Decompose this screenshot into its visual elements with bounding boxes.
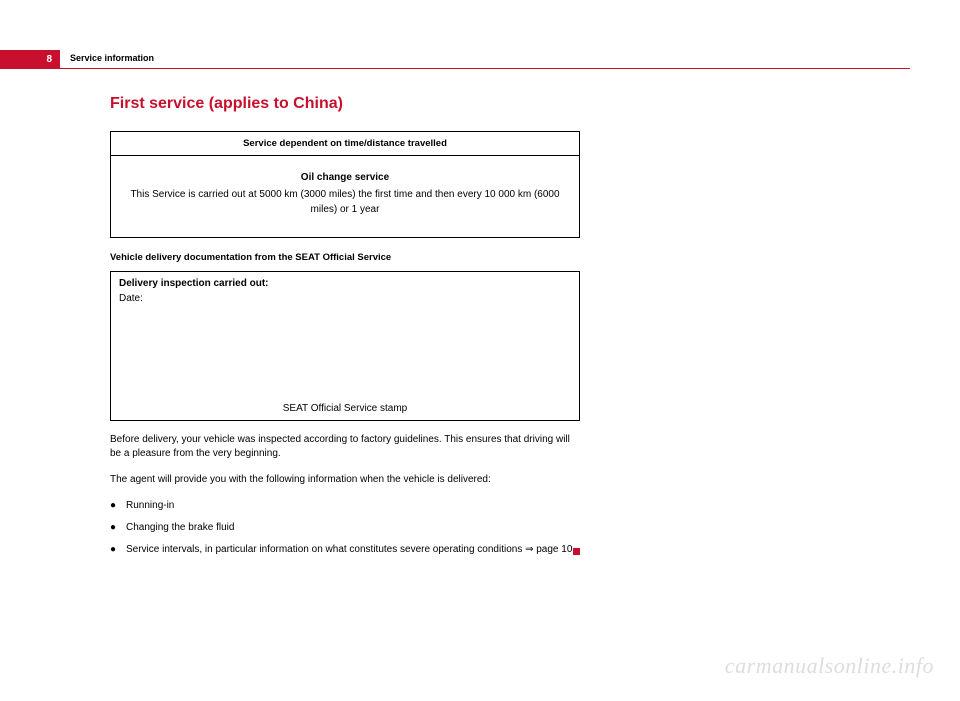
delivery-subhead: Vehicle delivery documentation from the … (110, 252, 580, 263)
page-number: 8 (46, 54, 52, 65)
list-item: ● Running-in (110, 499, 580, 513)
service-row-title: Oil change service (121, 170, 569, 185)
delivery-date-label: Date: (119, 293, 571, 304)
page-heading: First service (applies to China) (110, 95, 580, 113)
bullet-icon: ● (110, 499, 126, 513)
service-table-body: Oil change service This Service is carri… (111, 156, 579, 237)
end-mark-icon (573, 548, 580, 555)
delivery-box-title: Delivery inspection carried out: (119, 278, 571, 289)
bullet-icon: ● (110, 521, 126, 535)
paragraph-2: The agent will provide you with the foll… (110, 473, 580, 487)
delivery-stamp-label: SEAT Official Service stamp (111, 403, 579, 414)
page-header: 8 Service information (0, 50, 910, 68)
bullet-text: Service intervals, in particular informa… (126, 543, 580, 557)
section-title: Service information (70, 53, 154, 63)
delivery-stamp-box: Delivery inspection carried out: Date: S… (110, 271, 580, 421)
body-text: Before delivery, your vehicle was inspec… (110, 433, 580, 557)
bullet-icon: ● (110, 543, 126, 557)
page-content: First service (applies to China) Service… (110, 95, 580, 565)
list-item: ● Changing the brake fluid (110, 521, 580, 535)
service-table-header: Service dependent on time/distance trave… (111, 132, 579, 156)
bullet-text: Changing the brake fluid (126, 521, 580, 535)
service-row-body: This Service is carried out at 5000 km (… (130, 189, 559, 215)
bullet-list: ● Running-in ● Changing the brake fluid … (110, 499, 580, 557)
list-item: ● Service intervals, in particular infor… (110, 543, 580, 557)
paragraph-1: Before delivery, your vehicle was inspec… (110, 433, 580, 461)
service-table: Service dependent on time/distance trave… (110, 131, 580, 238)
bullet-text: Running-in (126, 499, 580, 513)
page-number-badge: 8 (0, 50, 60, 68)
watermark: carmanualsonline.info (725, 653, 934, 679)
header-rule (0, 68, 910, 69)
